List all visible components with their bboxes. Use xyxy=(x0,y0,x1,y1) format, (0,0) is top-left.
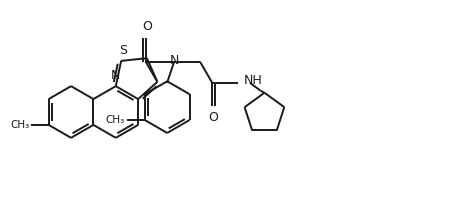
Text: S: S xyxy=(119,44,127,57)
Text: NH: NH xyxy=(244,74,263,87)
Text: O: O xyxy=(208,111,218,124)
Text: O: O xyxy=(142,20,152,33)
Text: N: N xyxy=(111,69,120,82)
Text: CH₃: CH₃ xyxy=(10,120,30,130)
Text: CH₃: CH₃ xyxy=(106,115,125,125)
Text: N: N xyxy=(170,54,179,67)
